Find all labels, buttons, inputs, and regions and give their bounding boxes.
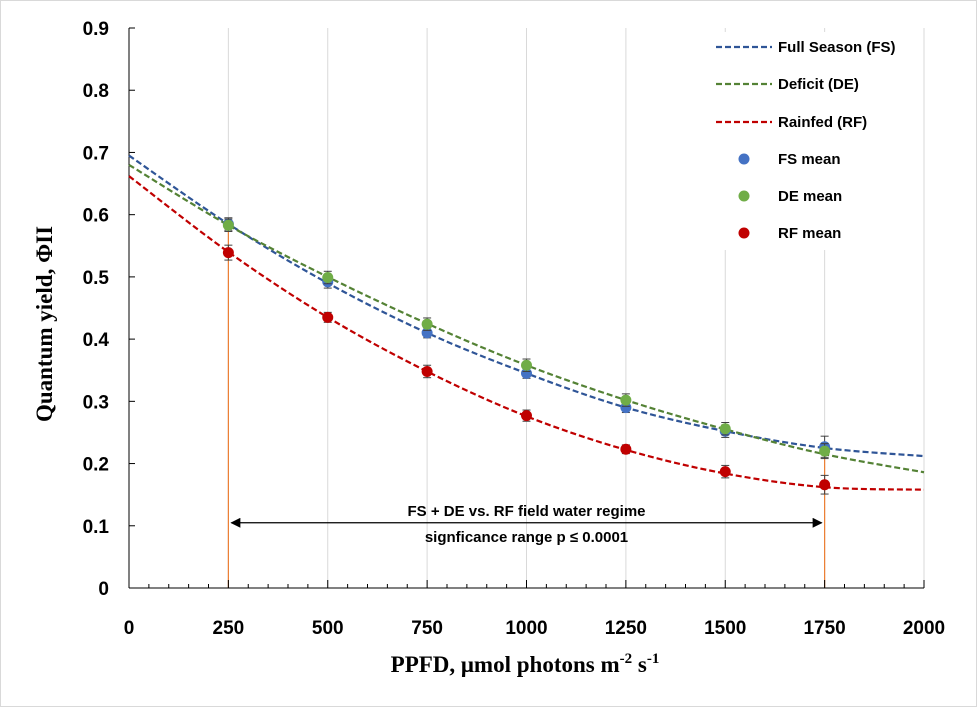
legend-label: DE mean bbox=[778, 188, 842, 205]
axes bbox=[128, 27, 925, 589]
data-point bbox=[322, 272, 334, 284]
x-tick-label: 500 bbox=[312, 618, 344, 639]
x-tick-label: 2000 bbox=[903, 618, 945, 639]
y-tick-label: 0.1 bbox=[83, 517, 110, 538]
data-point bbox=[521, 367, 532, 379]
y-axis-title: Quantum yield, ΦII bbox=[32, 226, 57, 422]
data-point bbox=[222, 219, 234, 231]
x-tick-label: 1500 bbox=[704, 618, 746, 639]
y-tick-label: 0.8 bbox=[83, 81, 109, 102]
data-point bbox=[421, 318, 433, 330]
x-tick-label: 250 bbox=[213, 618, 245, 639]
data-point bbox=[620, 443, 632, 455]
y-tick-label: 0 bbox=[98, 579, 109, 600]
legend-point-swatch bbox=[738, 227, 750, 239]
annotation-line2: signficance range p ≤ 0.0001 bbox=[425, 529, 628, 546]
tick-labels: 0 0.1 0.2 0.3 0.4 0.5 0.6 0.7 0.8 0.9 0 250 500 750 10… bbox=[83, 19, 946, 639]
data-point bbox=[521, 410, 532, 422]
data-point bbox=[222, 247, 234, 259]
data-point bbox=[521, 359, 532, 371]
legend-label: Rainfed (RF) bbox=[778, 114, 867, 131]
data-point bbox=[819, 445, 831, 457]
y-tick-label: 0.9 bbox=[83, 19, 109, 40]
legend: Full Season (FS) Deficit (DE) Rainfed (RF)… bbox=[708, 32, 920, 250]
y-tick-label: 0.2 bbox=[83, 455, 109, 476]
x-tick-label: 1000 bbox=[505, 618, 547, 639]
legend-point-swatch bbox=[738, 153, 750, 165]
legend-point-swatch bbox=[738, 190, 750, 202]
y-tick-label: 0.3 bbox=[83, 392, 109, 413]
data-points bbox=[222, 217, 831, 495]
y-tick-label: 0.5 bbox=[83, 268, 110, 289]
legend-label: Full Season (FS) bbox=[778, 39, 896, 56]
fit-curve bbox=[128, 175, 925, 491]
data-point bbox=[719, 466, 731, 478]
data-point bbox=[719, 423, 731, 435]
legend-label: Deficit (DE) bbox=[778, 76, 859, 93]
x-tick-label: 1750 bbox=[803, 618, 845, 639]
y-tick-label: 0.7 bbox=[83, 143, 109, 164]
x-axis-title: PPFD, μmol photons m-2 s-1 bbox=[391, 651, 660, 677]
x-tick-label: 0 bbox=[124, 618, 135, 639]
y-tick-label: 0.4 bbox=[83, 330, 110, 351]
minor-ticks bbox=[148, 584, 905, 588]
x-tick-label: 750 bbox=[411, 618, 443, 639]
x-tick-label: 1250 bbox=[605, 618, 647, 639]
data-point bbox=[620, 394, 632, 406]
y-tick-label: 0.6 bbox=[83, 206, 109, 227]
data-point bbox=[322, 311, 334, 323]
significance-lines bbox=[227, 224, 826, 588]
annotation-line1: FS + DE vs. RF field water regime bbox=[408, 503, 646, 520]
significance-annotation: FS + DE vs. RF field water regime signfic… bbox=[230, 503, 823, 546]
legend-label: FS mean bbox=[778, 151, 841, 168]
data-point bbox=[819, 479, 831, 491]
legend-label: RF mean bbox=[778, 225, 841, 242]
data-point bbox=[421, 365, 433, 377]
legend-background bbox=[708, 32, 920, 250]
